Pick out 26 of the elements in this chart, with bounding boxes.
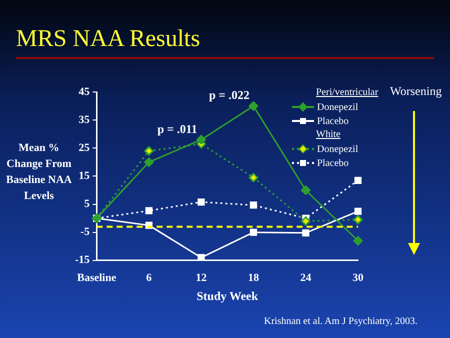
annotation: Peri/ventricular <box>316 87 378 98</box>
y-tick-label: 35 <box>78 114 90 126</box>
x-tick-label: 30 <box>352 272 364 284</box>
text: Worsening <box>390 84 442 99</box>
x-axis-title: Study Week <box>196 288 258 303</box>
x-tick-label: 12 <box>196 272 208 284</box>
y-tick-label: 25 <box>78 142 90 154</box>
y-axis-title: Mean % Change From Baseline NAA Levels <box>5 141 73 204</box>
x-tick-label: Baseline <box>77 272 116 284</box>
legend-label: Donepezil <box>317 144 358 154</box>
x-tick-label: 6 <box>146 272 152 284</box>
y-tick-label: -5 <box>80 226 90 238</box>
legend-label: Placebo <box>317 158 349 168</box>
chart-title: MRS NAA Results <box>16 26 200 53</box>
y-tick-label: -15 <box>74 254 90 266</box>
annotation: White <box>315 128 342 142</box>
y-tick-label: 5 <box>84 198 90 210</box>
annotation: p = .022 <box>208 88 250 102</box>
x-tick-label: 18 <box>248 272 260 284</box>
legend-label: Placebo <box>317 116 349 126</box>
x-tick-label: 24 <box>300 272 312 284</box>
y-tick-label: 45 <box>78 86 90 98</box>
text: Krishnan et al. Am J Psychiatry, 2003. <box>264 316 418 327</box>
y-tick-label: 15 <box>78 170 90 182</box>
legend-label: Donepezil <box>317 102 358 112</box>
annotation: p = .011 <box>157 122 198 136</box>
